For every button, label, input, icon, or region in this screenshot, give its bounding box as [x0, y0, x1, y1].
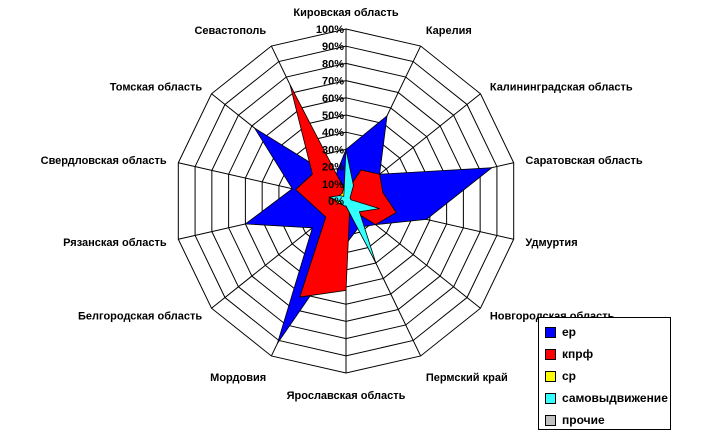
series-area-1 [244, 114, 494, 344]
category-label-13: Томская область [110, 81, 203, 93]
category-label-12: Свердловская область [41, 155, 167, 167]
legend-label-self-nominated: самовыдвижение [562, 391, 668, 405]
legend-label-kprf: кпрф [562, 347, 594, 361]
legend-item-er: ер [545, 323, 576, 341]
legend-item-kprf: кпрф [545, 345, 593, 363]
legend-item-self-nominated: самовыдвижение [545, 389, 668, 407]
legend-label-sr: ср [562, 369, 577, 383]
tick-label-2: 20% [322, 162, 344, 174]
category-label-3: Калининградская область [490, 81, 633, 93]
legend-swatch-er [545, 326, 556, 338]
legend-swatch-self-nominated [545, 392, 556, 404]
category-label-5: Удмуртия [525, 237, 577, 249]
series-area-4 [327, 149, 380, 264]
tick-label-10: 100% [316, 24, 344, 36]
chart-legend: ер кпрф ср самовыдвижение прочие [538, 317, 671, 430]
tick-label-1: 10% [322, 179, 344, 191]
category-label-11: Рязанская область [63, 237, 167, 249]
legend-swatch-kprf [545, 348, 556, 360]
radial-ticks: 0% 10% 20% 30% 40% 50% 60% 70% 80% 90% 100% [316, 24, 344, 208]
legend-item-other: прочие [545, 411, 605, 429]
tick-label-8: 80% [322, 58, 344, 70]
category-label-14: Севастополь [194, 25, 266, 37]
category-label-8: Ярославская область [287, 390, 406, 402]
tick-label-4: 40% [322, 127, 344, 139]
category-label-2: Карелия [426, 25, 472, 37]
category-label-1: Кировская область [293, 7, 398, 19]
category-label-7: Пермский край [426, 372, 508, 384]
tick-label-5: 50% [322, 110, 344, 122]
legend-label-er: ер [562, 325, 577, 339]
tick-label-0: 0% [328, 196, 344, 208]
category-label-10: Белгородская область [78, 311, 202, 323]
legend-swatch-other [545, 414, 556, 426]
category-label-9: Мордовия [210, 372, 266, 384]
tick-label-9: 90% [322, 41, 344, 53]
legend-swatch-sr [545, 370, 556, 382]
legend-item-sr: ср [545, 367, 576, 385]
tick-label-6: 60% [322, 93, 344, 105]
tick-label-7: 70% [322, 76, 344, 88]
chart-series [244, 84, 494, 344]
category-label-4: Саратовская область [525, 155, 643, 167]
category-labels: Кировская область Карелия Калининградская … [41, 7, 643, 402]
legend-label-other: прочие [562, 413, 605, 427]
tick-label-3: 30% [322, 144, 344, 156]
